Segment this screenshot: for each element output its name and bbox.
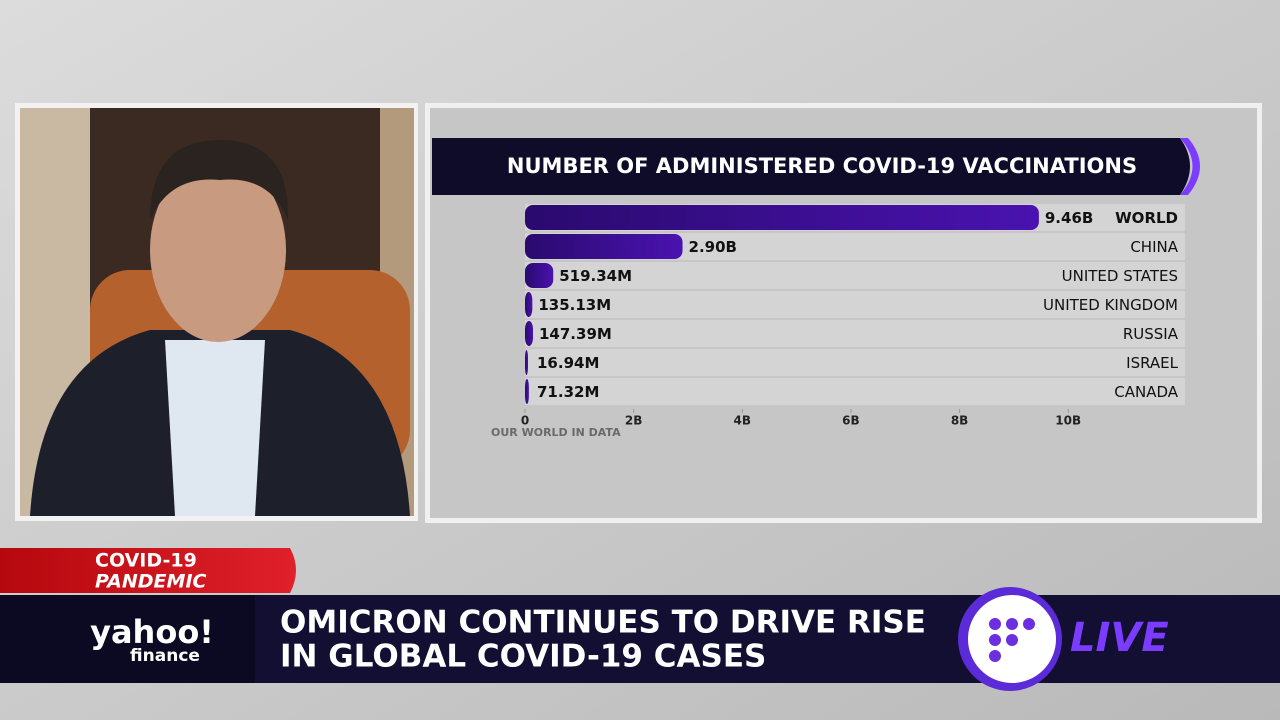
tag-line: COVID-19: [95, 550, 197, 572]
live-dots: [989, 618, 1035, 662]
category-label: RUSSIA: [1123, 325, 1179, 343]
row-background: [525, 291, 1185, 318]
logo-sub: finance: [130, 646, 200, 666]
title-bar: [432, 138, 1190, 195]
headline-line: IN GLOBAL COVID-19 CASES: [280, 639, 766, 675]
logo-box: [0, 595, 255, 683]
category-label: CANADA: [1114, 383, 1179, 401]
value-label: 147.39M: [539, 325, 612, 343]
bar: [525, 205, 1039, 230]
title-accent: [1180, 138, 1200, 195]
x-tick-label: 8B: [951, 414, 969, 428]
x-tick-label: 2B: [625, 414, 643, 428]
x-tick-label: 4B: [734, 414, 752, 428]
chart-title: NUMBER OF ADMINISTERED COVID-19 VACCINAT…: [507, 154, 1137, 178]
bar: [525, 234, 683, 259]
value-label: 2.90B: [689, 238, 737, 256]
bar: [525, 292, 533, 317]
bar: [525, 350, 528, 375]
plot: 9.46B WORLD 2.90B CHINA 519.34M UNITED STATES…: [521, 204, 1185, 428]
tag-line: PANDEMIC: [95, 571, 207, 593]
bar: [525, 321, 534, 346]
category-label: UNITED KINGDOM: [1043, 296, 1178, 314]
value-label: 9.46B: [1045, 209, 1093, 227]
value-label: 16.94M: [537, 354, 599, 372]
row-background: [525, 349, 1185, 376]
bar: [525, 263, 554, 288]
video-feed: [15, 103, 418, 521]
bar: [525, 379, 529, 404]
category-label: WORLD: [1115, 209, 1178, 227]
value-label: 519.34M: [559, 267, 632, 285]
category-label: CHINA: [1130, 238, 1178, 256]
x-tick-label: 0: [521, 414, 529, 428]
logo: yahoo!: [90, 613, 214, 651]
value-label: 71.32M: [537, 383, 599, 401]
x-tick-label: 10B: [1055, 414, 1081, 428]
value-label: 135.13M: [538, 296, 611, 314]
source: OUR WORLD IN DATA: [491, 426, 621, 439]
category-label: ISRAEL: [1126, 354, 1178, 372]
headline-line: OMICRON CONTINUES TO DRIVE RISE: [280, 605, 926, 641]
live-label: LIVE: [1070, 615, 1169, 661]
row-background: [525, 378, 1185, 405]
tag-box: [0, 548, 296, 593]
category-label: UNITED STATES: [1062, 267, 1178, 285]
x-tick-label: 6B: [842, 414, 860, 428]
row-background: [525, 262, 1185, 289]
row-background: [525, 320, 1185, 347]
